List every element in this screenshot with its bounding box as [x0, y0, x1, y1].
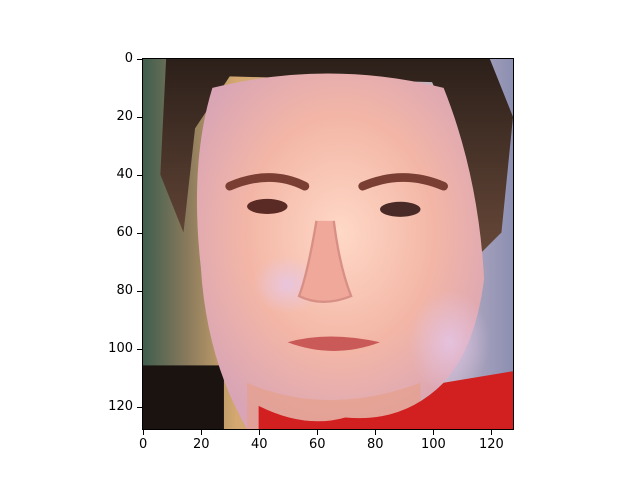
x-tick-label: 120 — [479, 437, 504, 452]
y-tick-label: 40 — [116, 167, 133, 182]
y-tick-label: 60 — [116, 225, 133, 240]
y-tick-label: 0 — [124, 51, 133, 66]
y-tick-mark — [137, 291, 142, 292]
y-tick-label: 120 — [108, 399, 133, 414]
lower-left-dark-region — [143, 365, 224, 429]
y-tick-label: 80 — [116, 283, 133, 298]
y-tick-label: 20 — [116, 109, 133, 124]
x-tick-mark — [433, 430, 434, 435]
y-tick-mark — [137, 349, 142, 350]
red-shirt-region — [258, 371, 513, 429]
x-tick-mark — [201, 430, 202, 435]
left-eyebrow — [225, 173, 310, 191]
x-tick-label: 100 — [421, 437, 446, 452]
right-eyebrow — [358, 173, 448, 191]
x-tick-label: 40 — [251, 437, 268, 452]
right-eye — [380, 201, 421, 217]
mouth — [287, 336, 381, 351]
y-tick-mark — [137, 407, 142, 408]
x-tick-mark — [143, 430, 144, 435]
y-tick-mark — [137, 175, 142, 176]
portrait-image — [143, 59, 513, 429]
x-tick-label: 80 — [367, 437, 384, 452]
image-axes — [142, 58, 514, 430]
x-tick-mark — [491, 430, 492, 435]
x-tick-label: 60 — [309, 437, 326, 452]
left-eye — [247, 198, 288, 214]
nose — [297, 220, 353, 303]
right-cheek-highlight — [408, 290, 490, 395]
x-tick-mark — [375, 430, 376, 435]
x-tick-mark — [259, 430, 260, 435]
y-tick-mark — [137, 117, 142, 118]
y-tick-mark — [137, 59, 142, 60]
y-tick-label: 100 — [108, 341, 133, 356]
x-tick-label: 20 — [193, 437, 210, 452]
x-tick-mark — [317, 430, 318, 435]
x-tick-label: 0 — [139, 437, 148, 452]
y-tick-mark — [137, 233, 142, 234]
